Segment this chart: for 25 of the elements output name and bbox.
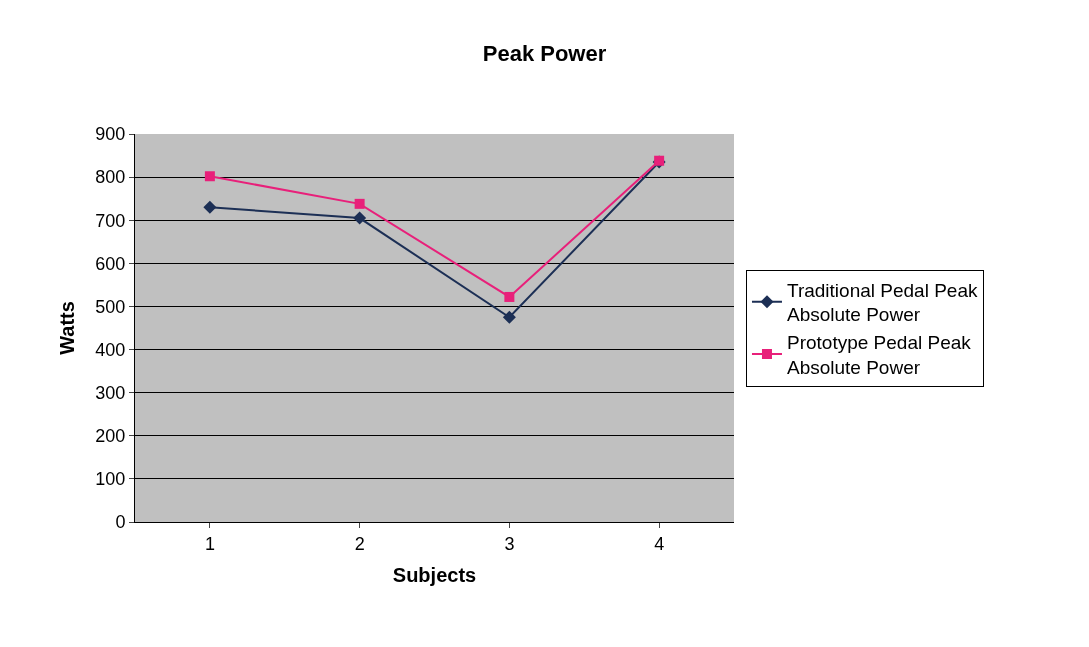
y-tick-label: 200 [95,426,126,447]
x-tick-label: 4 [654,533,665,554]
y-tick-label: 400 [95,339,126,360]
point [204,171,215,182]
point [354,198,365,209]
x-axis-title: Subjects [392,564,477,587]
y-tick-label: 900 [95,124,126,145]
y-tick-label: 600 [95,253,126,274]
y-axis-title: Watts [55,301,78,355]
legend-label: Traditional Pedal Peak Absolute Power [786,279,978,326]
y-tick-label: 300 [95,382,126,403]
x-tick-label: 2 [354,533,365,554]
y-tick-label: 500 [95,296,126,317]
chart-title: Peak Power [482,40,607,66]
y-tick-label: 800 [95,167,126,188]
point [203,200,217,214]
point [353,211,367,225]
x-tick-label: 3 [504,533,515,554]
x-tick-label: 1 [204,533,215,554]
y-tick-label: 0 [115,512,126,533]
y-tick-label: 700 [95,210,126,231]
legend-label: Prototype Pedal Peak Absolute Power [786,332,972,378]
y-tick-label: 100 [95,469,126,490]
point [502,310,516,324]
point [504,291,515,302]
